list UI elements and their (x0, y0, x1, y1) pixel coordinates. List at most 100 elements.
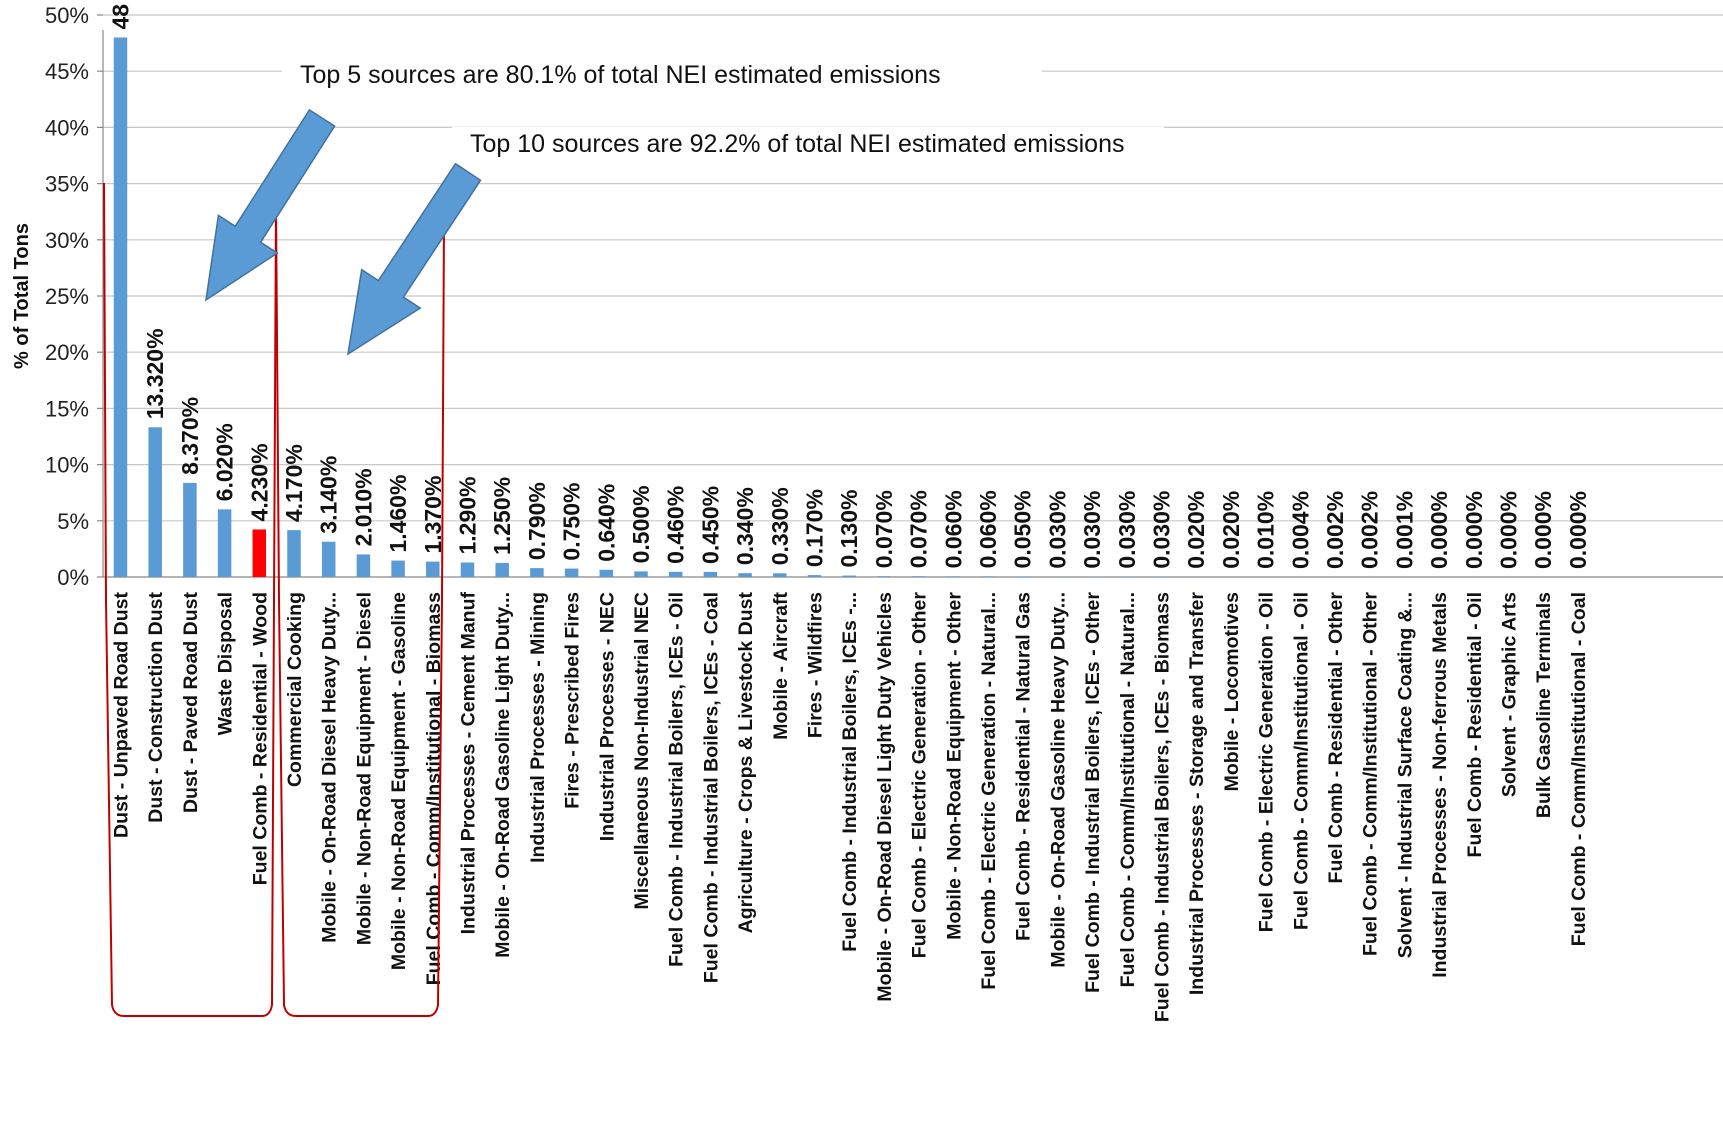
bar (356, 554, 371, 577)
bar (599, 569, 614, 577)
category-label: Fuel Comb - Comm/Institutional - Natural… (1117, 592, 1139, 987)
y-tick-label: 35% (45, 172, 89, 197)
bar (668, 571, 683, 577)
arrow-top5 (205, 108, 336, 302)
data-label: 0.020% (1183, 491, 1209, 569)
y-tick-label: 20% (45, 340, 89, 365)
data-label: 0.500% (628, 485, 654, 563)
bar (287, 530, 301, 577)
bar (113, 37, 128, 578)
data-label: 0.450% (697, 486, 723, 564)
bar (807, 575, 822, 577)
category-label: Fuel Comb - Comm/Institutional - Other (1360, 592, 1382, 956)
data-label: 3.140% (316, 456, 342, 534)
bar (148, 427, 162, 577)
data-label: 13.320% (142, 328, 168, 419)
y-tick-label: 5% (57, 509, 89, 534)
bracket-top5 (103, 182, 277, 1017)
category-label: Fuel Comb - Industrial Boilers, ICEs -..… (839, 592, 861, 952)
data-label: 0.130% (836, 490, 862, 568)
data-label: 0.030% (1149, 491, 1175, 569)
y-tick-label: 50% (45, 3, 89, 28)
bar (634, 571, 648, 577)
category-label: Fuel Comb - Comm/Institutional - Coal (1568, 592, 1590, 946)
data-label: 0.070% (906, 490, 932, 568)
data-label: 4.230% (246, 443, 272, 521)
category-label: Mobile - On-Road Diesel Light Duty Vehic… (874, 592, 896, 1002)
category-label: Fuel Comb - Industrial Boilers, ICEs - C… (700, 592, 722, 983)
y-tick-label: 30% (45, 228, 89, 253)
bar (1015, 576, 1030, 577)
bar (981, 576, 995, 577)
category-label: Fuel Comb - Residential - Natural Gas (1013, 592, 1035, 941)
y-tick-label: 10% (45, 453, 89, 478)
bar (321, 541, 336, 577)
category-label: Fuel Comb - Residential - Other (1325, 592, 1347, 884)
bar (946, 576, 961, 577)
data-label: 0.010% (1253, 491, 1279, 569)
data-label: 8.370% (177, 397, 203, 475)
brackets (103, 182, 445, 1017)
bar (738, 573, 752, 577)
y-axis-ticks: 0% 5% 10% 15% 20% 25% 30% 35% 40% 45% 50% (45, 3, 89, 590)
bar (183, 482, 197, 577)
data-label: 0.004% (1287, 491, 1313, 569)
data-label: 1.290% (455, 476, 481, 554)
category-label: Industrial Processes - NEC (596, 592, 618, 841)
annotation-1-background (282, 58, 1042, 94)
category-label: Mobile - Non-Road Equipment - Other (943, 592, 965, 940)
data-label: 48 (108, 4, 134, 30)
category-label: Mobile - Non-Road Equipment - Gasoline (388, 592, 410, 970)
data-label: 6.020% (212, 423, 238, 501)
category-label: Waste Disposal (215, 592, 237, 735)
category-label: Fuel Comb - Residential - Wood (249, 592, 271, 885)
data-label: 0.340% (732, 487, 758, 565)
bar (530, 568, 544, 577)
data-label: 0.001% (1391, 491, 1417, 569)
data-label: 4.170% (281, 444, 307, 522)
data-label: 0.000% (1461, 491, 1487, 569)
bar (773, 573, 787, 577)
bar (842, 575, 856, 577)
data-label: 2.010% (350, 468, 376, 546)
data-label: 0.050% (1010, 490, 1036, 568)
category-label: Fuel Comb - Residential - Oil (1464, 592, 1486, 857)
data-label: 0.000% (1565, 491, 1591, 569)
category-label: Fires - Wildfires (805, 592, 827, 738)
category-label: Fuel Comb - Industrial Boilers, ICEs - O… (1082, 592, 1104, 993)
category-label: Fuel Comb - Industrial Boilers, ICEs - O… (666, 592, 688, 967)
category-label: Bulk Gasoline Terminals (1533, 592, 1555, 818)
data-label: 0.460% (663, 486, 689, 564)
bar (460, 562, 475, 577)
data-labels: 48 13.320% 8.370% 6.020% 4.230% 4.170% 3.140% 2… (108, 4, 1591, 569)
data-label: 0.000% (1496, 491, 1522, 569)
category-label: Fuel Comb - Comm/Institutional - Oil (1290, 592, 1312, 930)
category-label: Solvent - Industrial Surface Coating &..… (1394, 592, 1416, 958)
bar (217, 509, 232, 577)
data-label: 0.790% (524, 482, 550, 560)
category-label: Miscellaneous Non-Industrial NEC (631, 592, 653, 909)
y-tick-label: 15% (45, 396, 89, 421)
y-tick-label: 40% (45, 115, 89, 140)
data-label: 0.030% (1079, 491, 1105, 569)
data-label: 0.000% (1426, 491, 1452, 569)
category-label: Mobile - On-Road Gasoline Heavy Duty... (1047, 592, 1069, 968)
data-label: 0.170% (802, 489, 828, 567)
bar (564, 568, 579, 577)
data-label: 0.030% (1114, 491, 1140, 569)
category-label: Fuel Comb - Electric Generation - Other (909, 592, 931, 959)
data-label: 1.460% (385, 475, 411, 553)
category-label: Mobile - Locomotives (1221, 592, 1243, 792)
annotation-top5: Top 5 sources are 80.1% of total NEI est… (300, 61, 941, 89)
category-label: Fuel Comb - Electric Generation - Natura… (978, 592, 1000, 990)
category-label: Mobile - On-Road Gasoline Light Duty... (492, 592, 514, 958)
bracket-top10 (275, 204, 445, 1017)
category-label: Dust - Construction Dust (145, 591, 167, 822)
category-label: Solvent - Graphic Arts (1499, 592, 1521, 797)
y-tick-label: 0% (57, 565, 89, 590)
data-label: 0.060% (940, 490, 966, 568)
category-label: Industrial Processes - Cement Manuf (458, 591, 480, 934)
category-labels: Dust - Unpaved Road Dust Dust - Construct… (111, 591, 1590, 1022)
y-tick-label: 45% (45, 59, 89, 84)
